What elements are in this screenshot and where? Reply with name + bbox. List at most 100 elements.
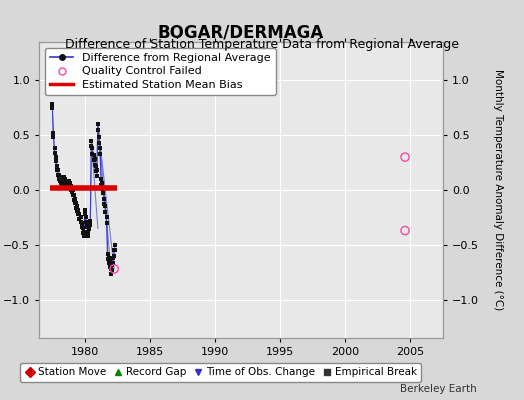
Point bbox=[67, 187, 75, 193]
Point bbox=[104, 260, 113, 267]
Point bbox=[66, 185, 74, 191]
Point bbox=[91, 162, 99, 168]
Point bbox=[90, 157, 98, 164]
Point bbox=[88, 151, 96, 157]
Point bbox=[104, 255, 113, 261]
Point bbox=[50, 150, 59, 156]
Legend: Station Move, Record Gap, Time of Obs. Change, Empirical Break: Station Move, Record Gap, Time of Obs. C… bbox=[20, 363, 421, 382]
Text: Difference of Station Temperature Data from Regional Average: Difference of Station Temperature Data f… bbox=[65, 38, 459, 51]
Point bbox=[106, 264, 114, 270]
Point bbox=[48, 101, 57, 108]
Point bbox=[60, 174, 69, 180]
Point bbox=[83, 224, 91, 230]
Point bbox=[74, 211, 83, 217]
Point bbox=[92, 163, 100, 169]
Point bbox=[52, 167, 61, 174]
Point bbox=[110, 266, 118, 272]
Point bbox=[96, 145, 104, 152]
Point bbox=[90, 152, 98, 158]
Point bbox=[103, 256, 112, 262]
Point bbox=[73, 208, 82, 214]
Point bbox=[88, 145, 96, 152]
Point bbox=[107, 266, 115, 272]
Point bbox=[94, 126, 102, 133]
Point bbox=[84, 228, 92, 235]
Point bbox=[82, 218, 90, 225]
Point bbox=[61, 180, 70, 187]
Title: BOGAR/DERMAGA: BOGAR/DERMAGA bbox=[158, 24, 324, 42]
Point bbox=[401, 154, 409, 160]
Point bbox=[107, 271, 115, 278]
Point bbox=[77, 214, 85, 221]
Point bbox=[54, 172, 63, 178]
Point bbox=[50, 145, 59, 152]
Point bbox=[79, 225, 87, 232]
Point bbox=[101, 209, 110, 215]
Point bbox=[58, 178, 66, 184]
Point bbox=[62, 182, 71, 189]
Point bbox=[57, 176, 65, 182]
Point bbox=[75, 215, 84, 222]
Point bbox=[102, 214, 111, 221]
Point bbox=[78, 220, 86, 226]
Point bbox=[61, 176, 70, 182]
Point bbox=[82, 214, 90, 221]
Point bbox=[97, 181, 105, 188]
Point bbox=[99, 190, 107, 196]
Point bbox=[102, 220, 111, 226]
Point bbox=[106, 258, 114, 264]
Point bbox=[74, 206, 83, 213]
Point bbox=[80, 233, 88, 239]
Point bbox=[63, 185, 72, 191]
Point bbox=[57, 180, 65, 187]
Point bbox=[62, 178, 71, 184]
Point bbox=[56, 174, 64, 180]
Point bbox=[72, 204, 80, 211]
Point bbox=[96, 151, 104, 157]
Point bbox=[103, 250, 112, 257]
Point bbox=[87, 138, 95, 144]
Point bbox=[69, 192, 77, 199]
Point bbox=[94, 121, 102, 128]
Point bbox=[75, 211, 84, 217]
Point bbox=[98, 186, 106, 192]
Point bbox=[48, 104, 57, 111]
Point bbox=[95, 134, 103, 140]
Point bbox=[109, 260, 117, 267]
Point bbox=[85, 226, 93, 233]
Point bbox=[63, 180, 72, 187]
Point bbox=[64, 182, 73, 189]
Point bbox=[91, 156, 99, 162]
Point bbox=[49, 130, 58, 136]
Point bbox=[111, 247, 119, 254]
Point bbox=[58, 182, 66, 189]
Point bbox=[93, 167, 101, 174]
Point bbox=[81, 206, 89, 213]
Point bbox=[86, 218, 94, 224]
Point bbox=[83, 220, 91, 226]
Point bbox=[84, 233, 92, 239]
Point bbox=[100, 196, 108, 202]
Point bbox=[87, 143, 95, 149]
Point bbox=[64, 178, 73, 184]
Point bbox=[79, 230, 87, 236]
Point bbox=[71, 196, 79, 202]
Point bbox=[59, 185, 67, 191]
Point bbox=[92, 168, 100, 174]
Point bbox=[59, 180, 67, 187]
Point bbox=[54, 176, 63, 182]
Point bbox=[86, 222, 94, 228]
Y-axis label: Monthly Temperature Anomaly Difference (°C): Monthly Temperature Anomaly Difference (… bbox=[493, 69, 503, 311]
Point bbox=[81, 211, 89, 217]
Point bbox=[70, 192, 78, 199]
Point bbox=[69, 187, 77, 193]
Point bbox=[68, 189, 76, 195]
Point bbox=[401, 227, 409, 234]
Point bbox=[101, 203, 110, 210]
Point bbox=[108, 261, 116, 268]
Point bbox=[53, 167, 62, 174]
Point bbox=[108, 267, 116, 273]
Point bbox=[93, 172, 101, 179]
Point bbox=[66, 180, 74, 187]
Point bbox=[80, 228, 88, 235]
